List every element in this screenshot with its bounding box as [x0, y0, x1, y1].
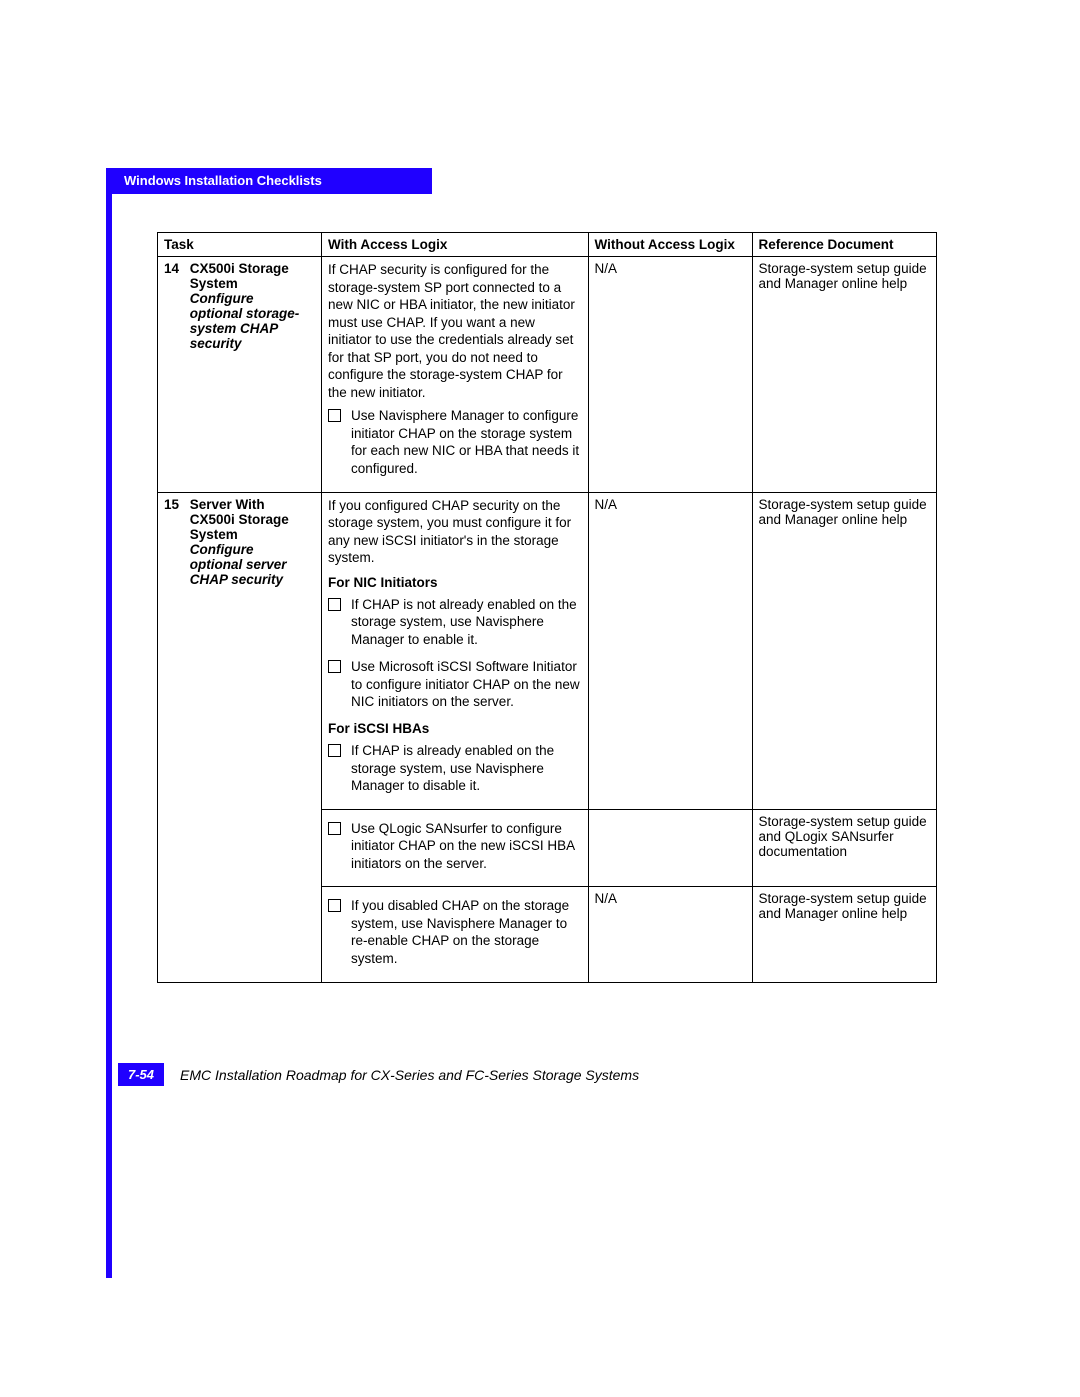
checklist-item: If CHAP is already enabled on the storag… [328, 742, 582, 795]
subheading-hba: For iSCSI HBAs [328, 721, 582, 736]
checkbox-icon[interactable] [328, 409, 341, 422]
with-intro-text: If you configured CHAP security on the s… [328, 497, 582, 567]
header-task: Task [158, 233, 322, 257]
without-cell: N/A [588, 257, 752, 493]
page-number-badge: 7-54 [118, 1063, 164, 1086]
reference-cell: Storage-system setup guide and Manager o… [752, 257, 937, 493]
subheading-nic: For NIC Initiators [328, 575, 582, 590]
checklist-item-text: Use Microsoft iSCSI Software Initiator t… [351, 658, 582, 711]
checkbox-icon[interactable] [328, 822, 341, 835]
section-header-tab: Windows Installation Checklists [112, 168, 432, 194]
checkbox-icon[interactable] [328, 744, 341, 757]
without-cell: N/A [588, 492, 752, 809]
checklist-item-text: If CHAP is not already enabled on the st… [351, 596, 582, 649]
footer-document-title: EMC Installation Roadmap for CX-Series a… [180, 1067, 639, 1083]
checklist-item: Use Microsoft iSCSI Software Initiator t… [328, 658, 582, 711]
checklist-item-text: If CHAP is already enabled on the storag… [351, 742, 582, 795]
header-with: With Access Logix [322, 233, 589, 257]
checklist-item: Use Navisphere Manager to configure init… [328, 407, 582, 477]
page-footer: 7-54 EMC Installation Roadmap for CX-Ser… [118, 1063, 639, 1086]
checkbox-icon[interactable] [328, 598, 341, 611]
with-intro-text: If CHAP security is configured for the s… [328, 261, 582, 401]
without-cell [588, 809, 752, 887]
without-cell: N/A [588, 887, 752, 982]
checklist-item: Use QLogic SANsurfer to configure initia… [328, 820, 582, 873]
task-number: 14 [164, 261, 186, 276]
side-blue-bar [106, 168, 112, 1278]
checklist-table: Task With Access Logix Without Access Lo… [157, 232, 937, 983]
task-subtitle: Configure optional storage-system CHAP s… [190, 291, 300, 351]
header-without: Without Access Logix [588, 233, 752, 257]
task-title: CX500i Storage System [190, 261, 289, 291]
checklist-item: If CHAP is not already enabled on the st… [328, 596, 582, 649]
reference-cell: Storage-system setup guide and Manager o… [752, 887, 937, 982]
checklist-item: If you disabled CHAP on the storage syst… [328, 897, 582, 967]
checkbox-icon[interactable] [328, 899, 341, 912]
checklist-item-text: If you disabled CHAP on the storage syst… [351, 897, 582, 967]
header-ref: Reference Document [752, 233, 937, 257]
task-title: Server With CX500i Storage System [190, 497, 289, 542]
checklist-item-text: Use QLogic SANsurfer to configure initia… [351, 820, 582, 873]
checklist-item-text: Use Navisphere Manager to configure init… [351, 407, 582, 477]
task-subtitle: Configure optional server CHAP security [190, 542, 287, 587]
main-content: Task With Access Logix Without Access Lo… [157, 232, 937, 983]
checkbox-icon[interactable] [328, 660, 341, 673]
task-number: 15 [164, 497, 186, 512]
reference-cell: Storage-system setup guide and Manager o… [752, 492, 937, 809]
table-row: 15 Server With CX500i Storage System Con… [158, 492, 937, 809]
table-row: 14 CX500i Storage System Configure optio… [158, 257, 937, 493]
reference-cell: Storage-system setup guide and QLogix SA… [752, 809, 937, 887]
